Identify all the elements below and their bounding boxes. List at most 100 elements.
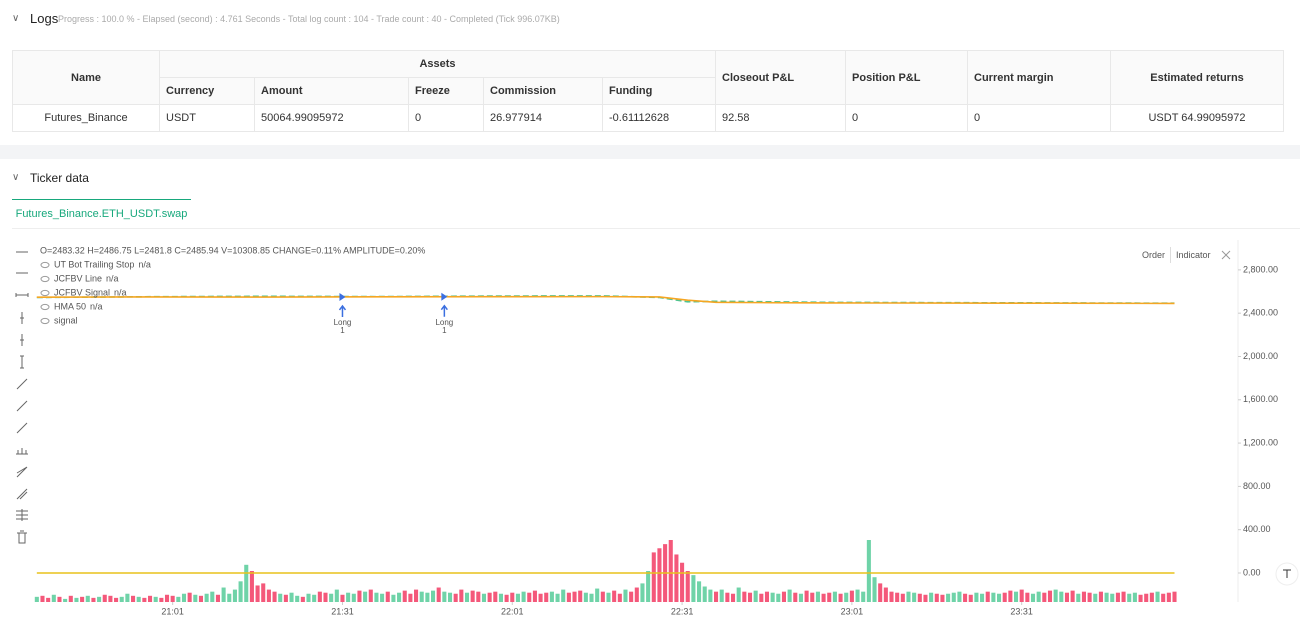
volume-bar	[730, 593, 736, 602]
x-tick-label: 22:01	[501, 606, 524, 616]
cell: USDT 64.99095972	[1110, 104, 1285, 132]
tool-icon[interactable]	[16, 488, 28, 500]
eye-icon	[40, 289, 50, 297]
tool-icon[interactable]	[15, 293, 29, 297]
y-tick-label: 2,000.00	[1243, 351, 1278, 361]
tool-icon[interactable]	[20, 355, 24, 369]
volume-bar	[549, 591, 554, 602]
volume-bar	[198, 595, 204, 602]
volume-bar	[759, 593, 764, 602]
volume-bar	[997, 593, 1002, 602]
volume-bar	[487, 592, 492, 602]
volume-bar	[708, 589, 713, 602]
volume-bar	[578, 590, 583, 602]
volume-bar	[617, 593, 622, 602]
volume-bar	[725, 592, 730, 602]
volume-bar	[946, 593, 951, 602]
volume-bar	[317, 591, 322, 602]
volume-bar	[934, 593, 939, 602]
delete-icon[interactable]	[17, 530, 27, 544]
tool-icon[interactable]	[20, 334, 24, 346]
y-tick-label: 400.00	[1243, 524, 1271, 534]
volume-bar	[40, 595, 45, 602]
eye-icon	[40, 317, 50, 325]
signal-label: Long	[435, 318, 453, 327]
ohlc-text: O=2483.32 H=2486.75 L=2481.8 C=2485.94 V…	[40, 245, 425, 255]
volume-bar	[459, 589, 464, 602]
volume-bar	[866, 540, 871, 602]
volume-bar	[821, 593, 826, 602]
scroll-icon	[1283, 569, 1291, 578]
volume-bar	[176, 596, 181, 602]
volume-bar	[917, 593, 922, 602]
volume-bar	[714, 591, 719, 602]
volume-bar	[974, 592, 979, 602]
volume-bar	[498, 593, 503, 602]
volume-bar	[827, 592, 832, 602]
tool-icon[interactable]	[16, 509, 28, 521]
volume-bar	[1008, 590, 1013, 602]
volume-bar	[385, 591, 390, 602]
volume-bar	[255, 585, 260, 602]
volume-bar	[85, 595, 90, 602]
volume-bar	[991, 592, 996, 602]
volume-bar	[397, 592, 402, 602]
signal-arrow	[338, 304, 347, 317]
volume-bar	[753, 590, 758, 602]
tool-icon[interactable]	[20, 312, 24, 324]
volume-bar	[572, 591, 577, 602]
header: Name	[12, 50, 160, 105]
volume-bar	[1013, 591, 1019, 602]
volume-bar	[1064, 592, 1070, 602]
volume-bar	[1002, 592, 1007, 602]
volume-bar	[657, 548, 662, 602]
tool-icon[interactable]	[16, 466, 28, 478]
volume-bar	[815, 591, 820, 602]
volume-bar	[136, 596, 141, 602]
y-tick-label: 1,600.00	[1243, 394, 1278, 404]
volume-bar	[125, 593, 130, 602]
legend-name: JCFBV Line	[54, 273, 102, 283]
signal-marker	[339, 292, 346, 301]
volume-bar	[912, 592, 917, 602]
volume-bar	[702, 586, 707, 602]
order-button[interactable]: Order	[1137, 247, 1172, 263]
volume-bar	[900, 593, 905, 602]
legend-name: JCFBV Signal	[54, 287, 110, 297]
volume-bar	[164, 594, 170, 602]
volume-bar	[957, 591, 962, 602]
volume-bar	[527, 592, 532, 602]
y-tick-label: 2,800.00	[1243, 264, 1278, 274]
volume-bar	[895, 592, 900, 602]
volume-bar	[329, 593, 334, 602]
volume-bar	[249, 571, 254, 602]
volume-bar	[74, 597, 79, 602]
indicator-button[interactable]: Indicator	[1176, 250, 1211, 260]
volume-bar	[980, 593, 985, 602]
volume-bar	[419, 591, 424, 602]
volume-bar	[844, 592, 849, 602]
volume-bar	[1132, 592, 1137, 602]
volume-bar	[425, 592, 430, 602]
y-tick-label: 800.00	[1243, 481, 1271, 491]
tool-icon[interactable]	[16, 422, 28, 434]
volume-bar	[515, 593, 520, 602]
signal-marker	[441, 292, 448, 301]
tab[interactable]: Futures_Binance.ETH_USDT.swap	[12, 199, 191, 228]
volume-bar	[46, 597, 51, 602]
collapse-icon[interactable]: ∨	[12, 172, 20, 183]
volume-bar	[838, 593, 843, 602]
collapse-icon[interactable]: ∨	[12, 13, 20, 24]
volume-bar	[878, 583, 883, 602]
tool-icon[interactable]	[16, 448, 28, 455]
volume-bar	[300, 596, 305, 602]
tool-icon[interactable]	[16, 378, 28, 390]
cell: 50064.99095972	[254, 104, 409, 132]
fullscreen-icon[interactable]	[1221, 250, 1231, 260]
tool-icon[interactable]	[16, 400, 28, 412]
volume-bar	[436, 587, 441, 602]
volume-bar	[215, 594, 220, 602]
volume-bar	[504, 594, 509, 602]
volume-bar	[770, 592, 775, 602]
volume-bar	[351, 593, 356, 602]
